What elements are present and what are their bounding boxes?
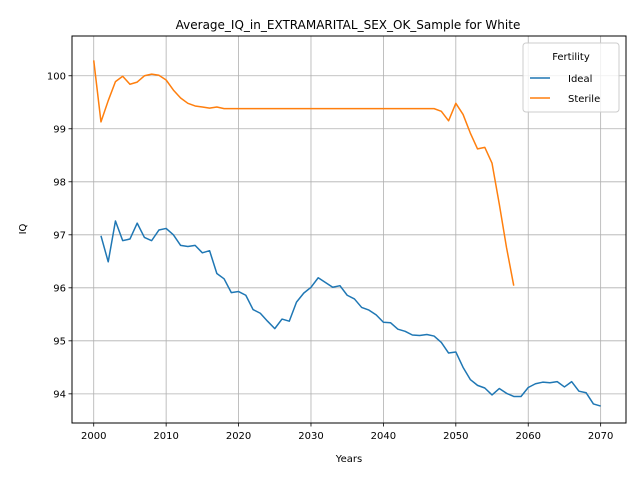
legend-box xyxy=(522,42,620,113)
legend-label-sterile: Sterile xyxy=(568,94,600,105)
x-tick-label: 2050 xyxy=(443,431,468,442)
series-lines xyxy=(92,60,601,407)
x-tick-label: 2030 xyxy=(298,431,323,442)
x-axis-ticks: 2000 2010 2020 2030 2040 2050 2060 2070 xyxy=(81,423,613,442)
y-tick-label: 99 xyxy=(53,124,66,135)
legend-label-ideal: Ideal xyxy=(568,74,592,85)
x-tick-label: 2070 xyxy=(588,431,613,442)
y-tick-label: 96 xyxy=(53,283,66,294)
x-tick-label: 2000 xyxy=(81,431,106,442)
x-tick-label: 2040 xyxy=(371,431,396,442)
y-axis-label: IQ xyxy=(18,223,29,234)
legend-title: Fertility xyxy=(552,52,590,63)
legend: Fertility Ideal Sterile xyxy=(522,42,620,113)
x-axis-label: Years xyxy=(335,454,362,465)
y-tick-label: 100 xyxy=(47,71,66,82)
series-line-ideal xyxy=(100,220,601,407)
series-line-sterile xyxy=(92,60,515,286)
x-tick-label: 2020 xyxy=(226,431,251,442)
plot-frame xyxy=(71,35,627,424)
y-tick-label: 94 xyxy=(53,389,66,400)
chart-title: Average_IQ_in_EXTRAMARITAL_SEX_OK_Sample… xyxy=(176,18,521,32)
y-tick-label: 95 xyxy=(53,336,66,347)
x-tick-label: 2010 xyxy=(153,431,178,442)
y-tick-label: 98 xyxy=(53,177,66,188)
x-tick-label: 2060 xyxy=(516,431,541,442)
y-tick-label: 97 xyxy=(53,230,66,241)
y-axis-ticks: 94 95 96 97 98 99 100 xyxy=(47,71,72,400)
